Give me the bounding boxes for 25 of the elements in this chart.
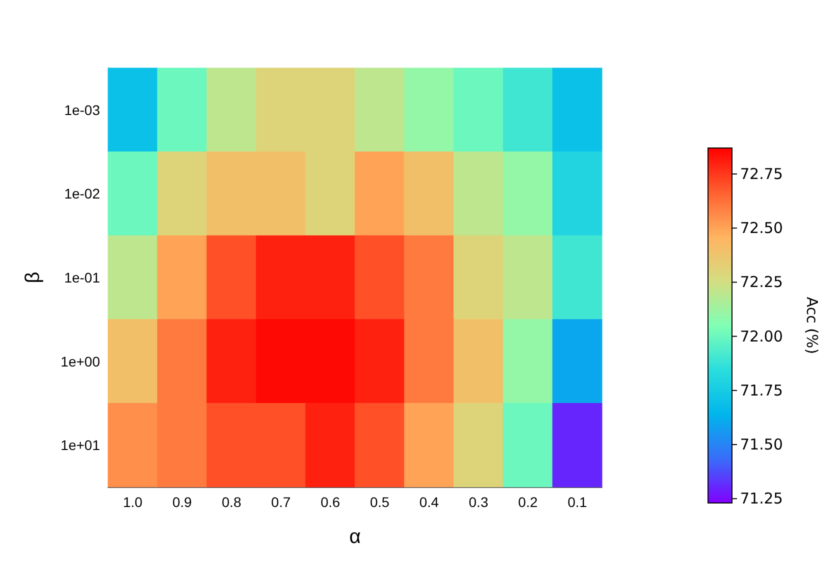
x-tick-label: 0.1	[568, 494, 588, 510]
x-tick-label: 1.0	[122, 494, 143, 510]
color-bar-label: 72.00	[740, 327, 783, 346]
color-bar-label: 71.75	[740, 381, 783, 400]
y-axis-title: β	[22, 272, 44, 284]
x-tick-label: 0.4	[419, 494, 440, 510]
y-tick-label: 1e-01	[64, 270, 100, 286]
x-tick-label: 0.9	[172, 494, 192, 510]
y-tick-label: 1e+00	[60, 353, 100, 370]
color-bar-title: Acc (%)	[803, 296, 821, 354]
x-tick-label: 0.7	[271, 494, 291, 510]
color-bar-label: 72.50	[740, 219, 783, 238]
color-bar-label: 72.25	[740, 273, 783, 292]
color-bar-label: 72.75	[740, 164, 783, 183]
color-bar-label: 71.50	[740, 436, 783, 454]
x-tick-label: 0.5	[370, 494, 390, 510]
x-axis-title: α	[349, 526, 361, 548]
color-bar-label: 71.25	[740, 490, 783, 508]
y-tick-label: 1e-02	[64, 186, 100, 202]
x-tick-label: 0.8	[222, 494, 242, 510]
x-tick-label: 0.3	[468, 494, 488, 510]
x-tick-label: 0.2	[518, 494, 538, 510]
y-tick-label: 1e+01	[60, 437, 100, 454]
y-tick-label: 1e-03	[64, 102, 100, 118]
x-tick-label: 0.6	[320, 494, 340, 510]
